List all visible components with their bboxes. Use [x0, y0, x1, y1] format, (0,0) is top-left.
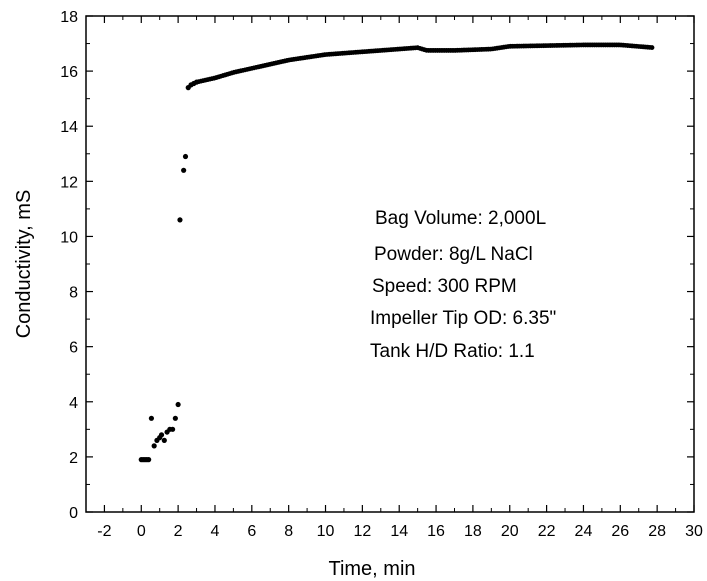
- data-point: [169, 426, 176, 432]
- y-tick-label: 14: [60, 119, 78, 136]
- x-tick-label: 28: [648, 523, 666, 540]
- data-point: [172, 415, 178, 421]
- annotation-tank-ratio: Tank H/D Ratio: 1.1: [370, 341, 535, 362]
- x-tick-label: 14: [390, 523, 408, 540]
- x-tick-label: 8: [284, 523, 293, 540]
- y-tick-label: 12: [60, 174, 78, 191]
- data-point: [175, 401, 181, 408]
- data-point: [158, 432, 165, 438]
- tick-labels: -2 0 2 4 6 8 10 12 14 16 18 20 22 24 26 28 3002468101214…: [60, 9, 703, 540]
- annotations: Bag Volume: 2,000L Powder: 8g/L NaCl Spe…: [370, 208, 556, 362]
- x-tick-label: 6: [247, 523, 256, 540]
- y-axis-title: Conductivity, mS: [13, 190, 35, 339]
- y-tick-label: 6: [69, 340, 78, 357]
- ticks: [85, 15, 695, 513]
- x-tick-label: 2: [174, 523, 183, 540]
- x-axis-title: Time, min: [328, 558, 415, 580]
- data-point: [146, 457, 152, 463]
- x-tick-label: 0: [137, 523, 146, 540]
- x-tick-label: 26: [611, 523, 629, 540]
- annotation-impeller: Impeller Tip OD: 6.35": [370, 308, 556, 329]
- x-tick-label: 4: [211, 523, 220, 540]
- y-tick-label: 18: [60, 9, 78, 26]
- data-point: [177, 217, 183, 223]
- x-tick-label: 24: [575, 523, 593, 540]
- x-tick-label: 10: [317, 523, 335, 540]
- x-tick-label: -2: [97, 523, 111, 540]
- y-tick-label: 10: [60, 229, 78, 246]
- y-tick-label: 4: [69, 395, 78, 412]
- x-tick-label: 12: [353, 523, 371, 540]
- data-point: [161, 437, 167, 443]
- data-points: [138, 42, 655, 463]
- annotation-bag-volume: Bag Volume: 2,000L: [375, 208, 546, 229]
- data-point: [181, 167, 187, 173]
- data-point: [649, 45, 655, 50]
- x-tick-label: 20: [501, 523, 519, 540]
- y-tick-label: 8: [69, 285, 78, 302]
- x-tick-label: 16: [427, 523, 445, 540]
- y-tick-label: 2: [69, 450, 78, 467]
- y-tick-label: 16: [60, 64, 78, 81]
- data-point: [182, 153, 189, 160]
- data-point: [151, 443, 157, 449]
- x-tick-label: 22: [538, 523, 556, 540]
- annotation-powder: Powder: 8g/L NaCl: [374, 244, 533, 265]
- x-tick-label: 30: [685, 523, 703, 540]
- x-tick-label: 18: [464, 523, 482, 540]
- data-point: [148, 415, 155, 421]
- y-tick-label: 0: [69, 505, 78, 522]
- annotation-speed: Speed: 300 RPM: [372, 276, 517, 297]
